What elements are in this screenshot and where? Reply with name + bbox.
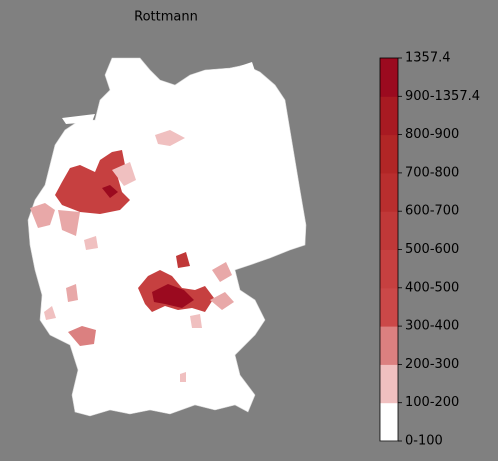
- region-low: [30, 203, 55, 228]
- region-low: [112, 162, 136, 186]
- colorbar-label: 1357.4: [405, 51, 451, 66]
- germany-map: [27, 57, 307, 417]
- colorbar-label: 800-900: [405, 127, 459, 142]
- region-low: [212, 262, 232, 282]
- region-low: [58, 210, 80, 236]
- colorbar-swatch: [380, 326, 398, 365]
- colorbar-label: 200-300: [405, 357, 459, 372]
- colorbar-label: 0-100: [405, 434, 443, 449]
- island: [62, 114, 95, 124]
- colorbar-label: 400-500: [405, 280, 459, 295]
- colorbar-swatch: [380, 96, 398, 136]
- region-low: [180, 372, 186, 382]
- colorbar-swatch: [380, 134, 398, 174]
- region-top: [102, 185, 118, 198]
- region-mid: [68, 326, 96, 346]
- country-outline: [27, 57, 307, 417]
- map-title: Rottmann: [134, 10, 198, 25]
- region-low: [44, 306, 56, 320]
- colorbar-label: 500-600: [405, 242, 459, 257]
- colorbar-swatch: [380, 364, 398, 404]
- colorbar-label: 100-200: [405, 395, 459, 410]
- colorbar-swatch: [380, 287, 398, 327]
- region-low: [66, 284, 78, 302]
- colorbar-swatch: [380, 172, 398, 212]
- colorbar-swatch: [380, 211, 398, 250]
- colorbar-label: 900-1357.4: [405, 89, 480, 104]
- colorbar-swatch: [380, 402, 398, 442]
- colorbar-label: 700-800: [405, 165, 459, 180]
- colorbar-label: 300-400: [405, 319, 459, 334]
- colorbar-swatch: [380, 58, 398, 97]
- region-high: [55, 150, 130, 214]
- region-high: [176, 252, 190, 268]
- island: [240, 62, 256, 78]
- region-top: [152, 284, 194, 308]
- colorbar-label: 600-700: [405, 204, 459, 219]
- colorbar-swatch: [380, 249, 398, 289]
- region-low: [155, 130, 185, 146]
- region-low: [84, 236, 98, 250]
- colorbar: 0-100 100-200 200-300 300-400 400-500 500-600…: [379, 51, 480, 449]
- region-low: [190, 314, 202, 328]
- region-low: [210, 292, 234, 310]
